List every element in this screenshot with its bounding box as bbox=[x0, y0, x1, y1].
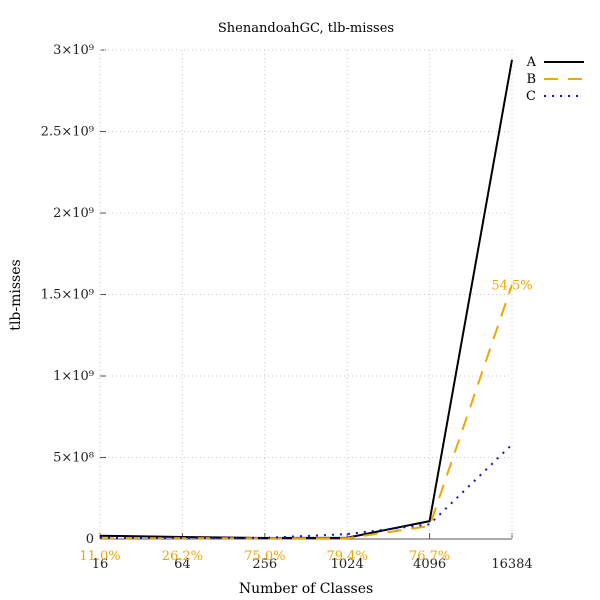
y-tick-label: 0 bbox=[86, 532, 94, 547]
percent-annotation: 54.5% bbox=[491, 279, 532, 294]
x-tick-label: 4096 bbox=[413, 557, 446, 572]
chart-title: ShenandoahGC, tlb-misses bbox=[218, 21, 394, 36]
x-tick-label: 256 bbox=[252, 557, 277, 572]
percent-annotation: 76.7% bbox=[409, 549, 450, 564]
x-tick-label: 1024 bbox=[331, 557, 364, 572]
series-lines bbox=[99, 59, 513, 540]
legend-label-b: B bbox=[526, 72, 536, 87]
annotations: 11.0% 26.2% 75.0% 79.4% 76.7% 54.5% bbox=[79, 279, 532, 564]
percent-annotation: 79.4% bbox=[327, 549, 368, 564]
percent-annotation: 11.0% bbox=[79, 549, 120, 564]
x-tick-labels: 16 64 256 1024 4096 16384 bbox=[92, 557, 533, 572]
y-tick-label: 5×10⁸ bbox=[53, 451, 94, 466]
y-tick-label: 2.5×10⁹ bbox=[41, 125, 94, 140]
x-tick-label: 16384 bbox=[491, 557, 532, 572]
x-axis-label: Number of Classes bbox=[239, 581, 373, 597]
legend-label-a: A bbox=[526, 55, 537, 70]
series-line-c bbox=[99, 443, 513, 539]
y-axis-label: tlb-misses bbox=[8, 259, 24, 330]
y-tick-label: 1.5×10⁹ bbox=[41, 288, 94, 303]
legend: ABC bbox=[526, 55, 584, 104]
series-line-a bbox=[99, 59, 513, 540]
x-tick-label: 16 bbox=[92, 557, 109, 572]
series-line-b bbox=[99, 284, 513, 540]
y-tick-label: 3×10⁹ bbox=[53, 43, 94, 58]
percent-annotation: 26.2% bbox=[162, 549, 203, 564]
percent-annotation: 75.0% bbox=[244, 549, 285, 564]
y-tick-label: 1×10⁹ bbox=[53, 369, 94, 384]
y-tick-label: 2×10⁹ bbox=[53, 206, 94, 221]
x-tick-label: 64 bbox=[174, 557, 191, 572]
y-tick-labels: 0 5×10⁸ 1×10⁹ 1.5×10⁹ 2×10⁹ 2.5×10⁹ 3×10⁹ bbox=[41, 43, 94, 547]
legend-label-c: C bbox=[526, 89, 536, 104]
